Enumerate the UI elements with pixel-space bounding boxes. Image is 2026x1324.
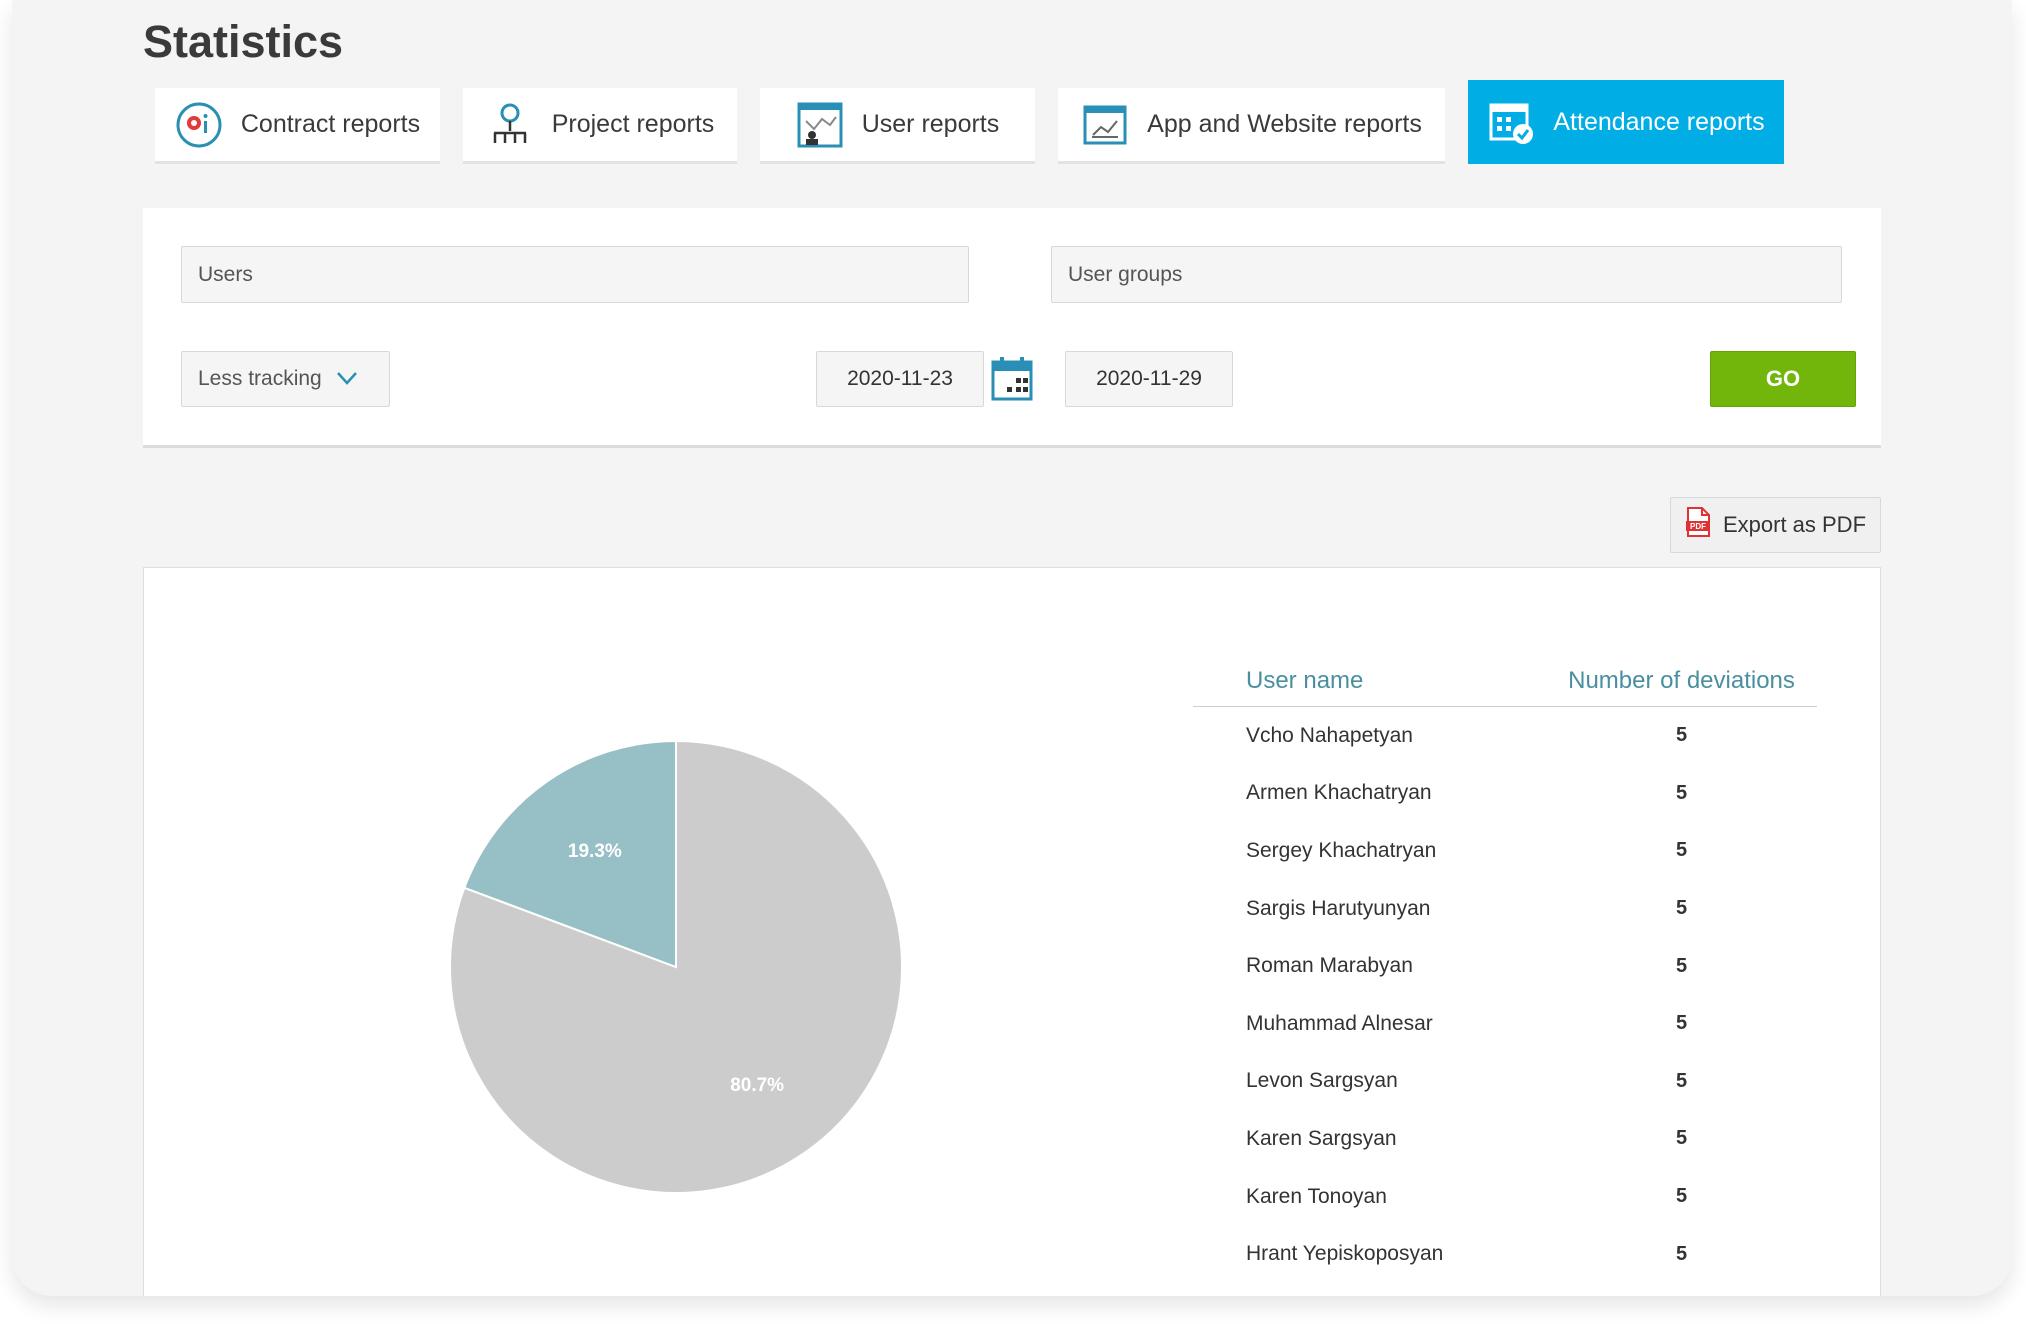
date-from-field[interactable]: 2020-11-23 (816, 351, 984, 407)
users-input[interactable] (181, 246, 969, 303)
tab-attendance-reports[interactable]: Attendance reports (1468, 80, 1784, 164)
table-row: Karen Sargsyan 5 (1193, 1110, 1817, 1168)
column-header-user-name: User name (1246, 667, 1364, 694)
deviation-count-cell: 5 (1675, 897, 1688, 920)
user-name-cell: Sargis Harutyunyan (1246, 896, 1431, 920)
go-button-label: GO (1765, 366, 1801, 391)
deviation-count-cell: 5 (1675, 781, 1688, 804)
export-pdf-label: Export as PDF (1722, 512, 1867, 537)
user-name-cell: Muhammad Alnesar (1246, 1011, 1433, 1035)
tab-project-reports[interactable]: Project reports (463, 88, 737, 164)
user-groups-input[interactable] (1051, 246, 1842, 303)
table-row: Levon Sargsyan 5 (1193, 1053, 1817, 1111)
go-button[interactable]: GO (1710, 351, 1856, 407)
user-name-cell: Armen Khachatryan (1246, 781, 1432, 805)
user-name-cell: Karen Sargsyan (1246, 1126, 1397, 1150)
pie-slice (463, 739, 677, 969)
tab-label: Contract reports (240, 110, 421, 138)
date-from-value: 2020-11-23 (847, 367, 953, 390)
deviation-count-cell: 5 (1675, 839, 1688, 862)
user-name-cell: Levon Sargsyan (1246, 1069, 1398, 1093)
table-header: User name Number of deviations (1193, 656, 1817, 707)
calendar-icon[interactable] (990, 356, 1034, 402)
table-row: Vcho Nahapetyan 5 (1193, 707, 1817, 765)
table-row: Armen Khachatryan 5 (1193, 765, 1817, 823)
user-name-cell: Vcho Nahapetyan (1246, 723, 1413, 747)
deviation-pie-chart: 80.7% 19.3% (449, 739, 903, 1194)
tab-label: App and Website reports (1147, 110, 1422, 138)
deviation-count-cell: 5 (1675, 724, 1688, 747)
user-name-cell: Roman Marabyan (1246, 954, 1413, 978)
chevron-down-icon (336, 367, 358, 391)
table-row: Karen Tonoyan 5 (1193, 1168, 1817, 1226)
date-to-field[interactable]: 2020-11-29 (1065, 351, 1233, 407)
deviation-count-cell: 5 (1675, 1127, 1688, 1150)
tab-user-reports[interactable]: User reports (760, 88, 1035, 164)
table-row: Sargis Harutyunyan 5 (1193, 880, 1817, 938)
project-hierarchy-icon (486, 101, 534, 149)
table-row: Sergey Khachatryan 5 (1193, 822, 1817, 880)
app-window: Statistics Contract reports (12, 0, 2012, 1296)
deviation-count-cell: 5 (1675, 1069, 1688, 1092)
pie-slice-label: 80.7% (730, 1075, 784, 1096)
contract-report-icon (175, 101, 223, 149)
app-website-chart-icon (1081, 101, 1129, 149)
deviation-count-cell: 5 (1675, 1242, 1688, 1265)
svg-text:PDF: PDF (1690, 522, 1706, 531)
user-name-cell: Karen Tonoyan (1246, 1184, 1387, 1208)
deviations-table: User name Number of deviations Vcho Naha… (1193, 656, 1817, 1283)
tab-label: User reports (861, 110, 1000, 138)
user-report-icon (796, 101, 844, 149)
export-pdf-button[interactable]: PDF Export as PDF (1670, 497, 1881, 553)
user-name-cell: Sergey Khachatryan (1246, 838, 1437, 862)
deviation-count-cell: 5 (1675, 954, 1688, 977)
table-row: Hrant Yepiskoposyan 5 (1193, 1225, 1817, 1283)
pie-slice-label: 19.3% (568, 841, 622, 862)
report-panel: 80.7% 19.3% User name Number of deviation… (143, 567, 1881, 1296)
column-header-deviations: Number of deviations (1568, 667, 1795, 694)
user-name-cell: Hrant Yepiskoposyan (1246, 1242, 1444, 1266)
attendance-calendar-icon (1487, 98, 1535, 146)
tab-app-website-reports[interactable]: App and Website reports (1058, 88, 1445, 164)
tab-label: Project reports (551, 110, 715, 138)
tab-contract-reports[interactable]: Contract reports (155, 88, 440, 164)
page-title: Statistics (143, 16, 344, 67)
filter-panel: Less tracking 2020-11-23 (143, 208, 1881, 448)
tracking-dropdown[interactable]: Less tracking (181, 351, 390, 407)
date-to-value: 2020-11-29 (1096, 367, 1202, 390)
table-row: Muhammad Alnesar 5 (1193, 995, 1817, 1053)
pdf-file-icon: PDF (1685, 507, 1711, 543)
table-row: Roman Marabyan 5 (1193, 937, 1817, 995)
tracking-dropdown-value: Less tracking (198, 367, 322, 390)
deviation-count-cell: 5 (1675, 1012, 1688, 1035)
tab-label: Attendance reports (1553, 107, 1765, 136)
deviation-count-cell: 5 (1675, 1185, 1688, 1208)
